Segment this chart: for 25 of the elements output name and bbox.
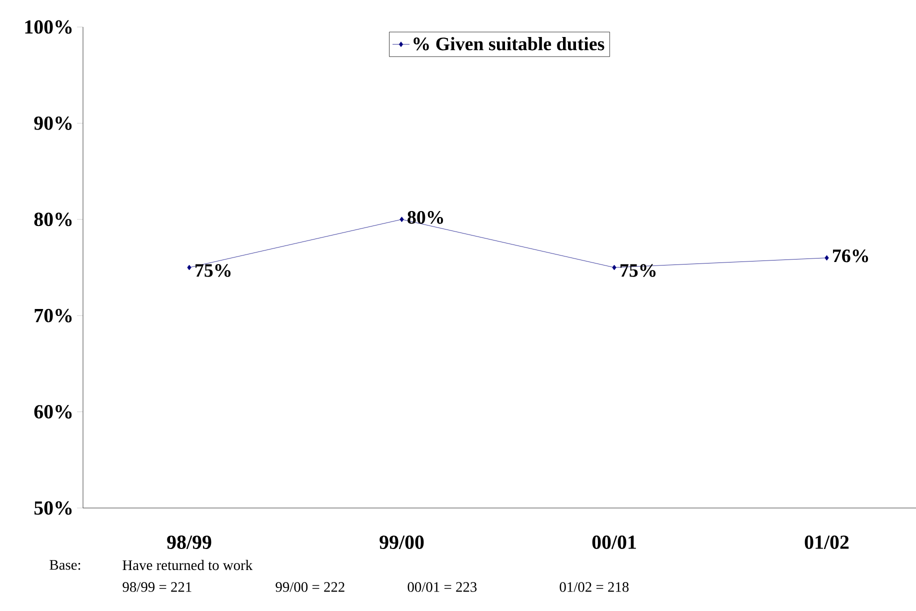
data-label: 75% [196, 264, 231, 277]
point [824, 255, 829, 261]
x-tick-label: 99/00 [380, 536, 424, 549]
text: 98/99 = 221 [122, 582, 192, 592]
y-tick-label: 90% [34, 116, 72, 130]
y-tick-label: 60% [34, 405, 72, 419]
text: 99/00 = 222 [276, 582, 344, 592]
data-label: 80% [408, 210, 444, 224]
y-tick-label: 70% [34, 308, 72, 322]
text: 01/02 = 218 [560, 582, 629, 592]
point [612, 264, 616, 270]
x-tick-label: 01/02 [804, 536, 849, 549]
x-tick-label: 00/01 [592, 536, 636, 549]
point [400, 216, 404, 222]
y-tick-label: 50% [34, 501, 72, 515]
point [187, 264, 192, 270]
text: 00/01 = 223 [408, 582, 477, 592]
text: Base: [50, 560, 80, 570]
data-label: 75% [620, 264, 656, 277]
legend-label: % Given suitable duties [414, 37, 604, 50]
data-label: 76% [833, 249, 868, 262]
y-tick-label: 80% [34, 212, 72, 226]
y-tick-label: 100% [25, 20, 72, 34]
x-tick-label: 98/99 [167, 536, 212, 549]
text: Have returned to work [122, 560, 253, 570]
